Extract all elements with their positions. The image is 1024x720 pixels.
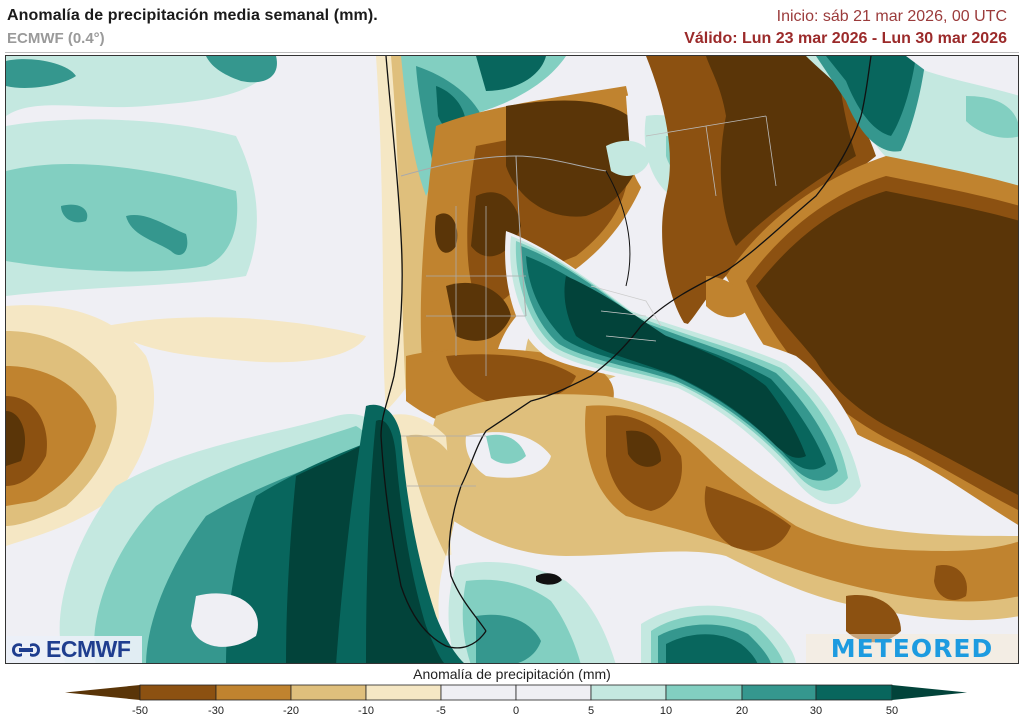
tick-label: 30	[809, 705, 823, 717]
ecmwf-emblem-icon	[12, 642, 40, 657]
valid-period: Válido: Lun 23 mar 2026 - Lun 30 mar 202…	[684, 30, 1007, 47]
tick-label: -30	[208, 705, 224, 717]
tick-label: 0	[512, 705, 520, 717]
tick-label: 10	[659, 705, 673, 717]
colorbar-tick-labels: -50 -30 -20 -10 -5 0 5 10 20 30 50	[0, 705, 1024, 720]
tick-label: -20	[283, 705, 299, 717]
colorbar-scale	[65, 684, 967, 701]
tick-label: 5	[587, 705, 595, 717]
tick-label: -5	[436, 705, 446, 717]
tick-label: -50	[132, 705, 148, 717]
map-canvas	[6, 56, 1018, 663]
model-label: ECMWF (0.4°)	[7, 30, 105, 47]
tick-label: -10	[358, 705, 374, 717]
init-time: Inicio: sáb 21 mar 2026, 00 UTC	[776, 8, 1007, 25]
colorbar-title: Anomalía de precipitación (mm)	[413, 666, 611, 682]
meteored-logo-text: METEORED	[830, 634, 994, 663]
tick-label: 20	[735, 705, 749, 717]
tick-label: 50	[885, 705, 899, 717]
precipitation-anomaly-map[interactable]	[5, 55, 1019, 664]
colorbar	[0, 683, 1024, 702]
ecmwf-logo: ECMWF	[6, 636, 142, 663]
meteored-logo: METEORED	[806, 634, 1018, 663]
ecmwf-logo-text: ECMWF	[46, 636, 131, 662]
header-divider	[5, 52, 1019, 53]
page-title: Anomalía de precipitación media semanal …	[7, 7, 378, 24]
